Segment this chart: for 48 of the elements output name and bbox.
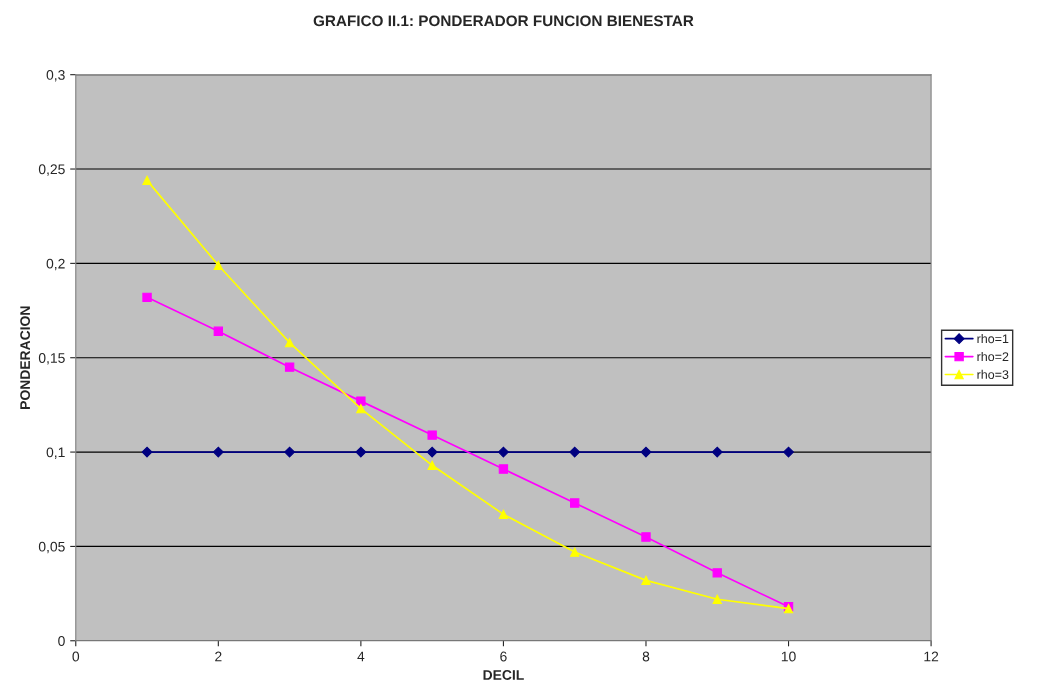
x-tick-label: 0 (72, 651, 80, 662)
point (356, 396, 366, 406)
x-tick-label: 12 (924, 651, 939, 662)
point (570, 498, 580, 508)
y-tick-label: 0 (58, 636, 65, 646)
y-tick-label: 0,1 (46, 447, 65, 459)
point (212, 446, 224, 458)
point (426, 446, 438, 458)
legend-label: rho=1 (977, 334, 1009, 344)
point (141, 446, 153, 458)
point (213, 326, 224, 336)
y-tick-label: 0,3 (46, 70, 65, 82)
point (498, 509, 509, 520)
point (427, 430, 437, 440)
point (641, 532, 651, 542)
point (142, 175, 152, 186)
point (570, 547, 580, 557)
y-tick-label: 0,05 (38, 541, 65, 554)
y-tick-label: 0,2 (46, 258, 65, 271)
legend-label: rho=2 (977, 351, 1009, 362)
point (712, 594, 722, 604)
chart-title: GRAFICO II.1: PONDERADOR FUNCION BIENESTAR (313, 15, 694, 27)
point (712, 568, 722, 578)
point (284, 446, 296, 458)
point (356, 403, 366, 414)
point (498, 464, 509, 474)
point (569, 446, 581, 458)
x-tick-label: 8 (642, 651, 650, 662)
point (427, 460, 437, 470)
y-axis-title: PONDERACION (20, 306, 31, 409)
x-tick-label: 2 (215, 651, 222, 662)
x-tick-label: 4 (357, 651, 365, 662)
x-axis-title: DECIL (483, 670, 524, 680)
point (498, 446, 509, 458)
point (284, 362, 295, 372)
legend-label: rho=3 (977, 369, 1009, 379)
point (783, 446, 794, 458)
point (640, 446, 652, 458)
point (711, 446, 723, 458)
x-tick-label: 6 (500, 651, 507, 662)
point (641, 575, 651, 586)
point (355, 446, 367, 458)
y-tick-label: 0,25 (38, 164, 65, 176)
point (142, 292, 152, 303)
point (213, 260, 224, 270)
x-tick-label: 10 (781, 651, 796, 662)
point (284, 337, 295, 348)
y-tick-label: 0,15 (38, 353, 65, 365)
